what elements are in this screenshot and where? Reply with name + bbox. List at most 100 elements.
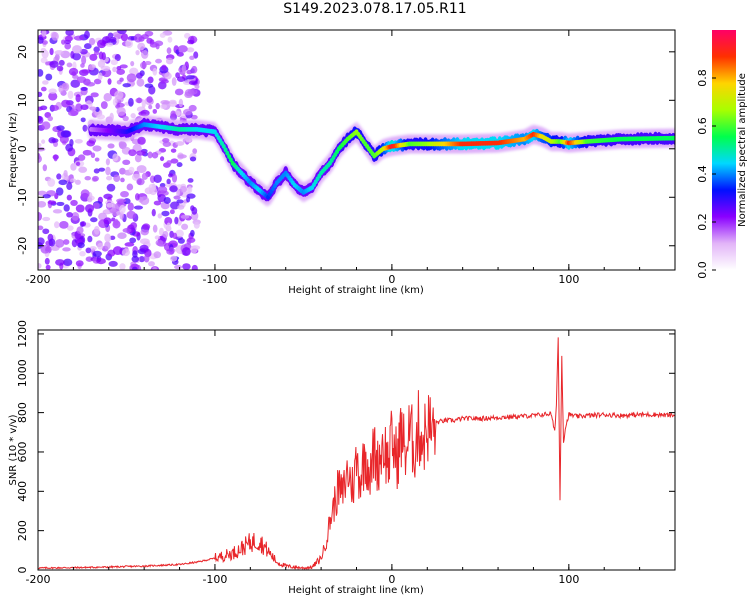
spectrogram-speckle [160,100,170,105]
spectrogram-speckle [109,235,116,240]
spectrogram-speckle [166,160,172,166]
spectrogram-speckle [172,232,178,240]
spectrogram-speckle [80,104,89,111]
spectrogram-speckle [50,104,59,111]
y-tick-label: 200 [16,520,29,541]
spectrogram-noise [38,30,201,270]
y-tick-label: 10 [16,93,29,107]
spectrogram-speckle [42,216,51,222]
spectrogram-speckle [169,209,175,215]
x-tick-label: -200 [26,573,51,586]
spectrogram-speckle [87,197,93,203]
spectrogram-speckle [92,250,102,257]
spectrogram-speckle [38,154,42,163]
spectrogram-speckle [108,260,118,267]
spectrogram-speckle [187,39,195,45]
spectrogram-speckle [164,72,172,80]
spectrogram-speckle [177,204,185,210]
spectrogram-speckle [38,237,45,246]
spectrogram-speckle [74,35,84,41]
spectrogram-speckle [67,90,74,100]
spectrogram-speckle [152,224,158,233]
spectrogram-speckle [89,106,97,111]
spectrogram-speckle [62,247,71,252]
spectrogram-speckle [164,216,173,226]
spectrogram-speckle [75,103,83,112]
spectrogram-speckle [76,76,87,83]
spectrogram-speckle [151,151,159,159]
spectrogram-speckle [42,228,50,235]
spectrogram-speckle [186,193,196,199]
spectrogram-speckle [114,54,121,62]
spectrogram-speckle [81,55,87,65]
spectrogram-speckle [176,199,184,204]
y-tick-label: 400 [16,481,29,502]
spectrogram-speckle [191,65,198,74]
spectrogram-speckle [152,67,158,76]
y-tick-label: 1000 [16,359,29,387]
spectrogram-speckle [135,50,140,56]
spectrogram-speckle [51,138,59,143]
spectrogram-speckle [118,141,124,147]
spectrogram-speckle [112,66,117,73]
spectrogram-speckle [61,39,66,45]
spectrogram-speckle [135,72,143,79]
spectrogram-speckle [103,93,112,102]
spectrogram-speckle [136,165,147,174]
spectrogram-speckle [52,209,63,214]
spectrogram-speckle [141,99,146,108]
spectrogram-speckle [190,245,198,254]
spectrogram-speckle [75,204,85,213]
spectrogram-speckle [160,103,167,109]
spectrogram-speckle [183,108,193,116]
y-tick-label: 1200 [16,320,29,348]
spectrogram-speckle [135,97,143,104]
spectrogram-speckle [89,53,98,61]
spectrogram-speckle [113,218,119,226]
spectrogram-speckle [194,84,200,90]
spectrogram-speckle [175,72,180,79]
spectrogram-speckle [187,178,194,183]
spectrogram-speckle [147,151,153,159]
spectrogram-speckle [168,101,178,107]
spectrogram-speckle [153,174,162,183]
spectrogram-speckle [58,85,64,93]
snr-panel: -200 -100 0 100 0 200 400 600 800 1000 1200 Heigh… [8,320,676,596]
spectrogram-speckle [64,42,72,50]
spectrogram-speckle [48,92,58,101]
spectrogram-speckle [190,205,195,212]
spectrogram-speckle [47,200,57,205]
spectrogram-speckle [139,196,150,205]
y-tick-label: 0 [16,567,29,574]
spectrogram-speckle [116,68,126,75]
spectrogram-speckle [155,239,164,246]
spectrogram-speckle [148,183,157,191]
spectrogram-y-axis: -20 -10 0 10 20 [16,45,675,255]
spectrogram-speckle [117,232,127,240]
spectrogram-speckle [40,47,47,53]
spectrogram-speckle [38,225,44,231]
spectrogram-speckle [119,263,126,270]
spectrogram-speckle [168,246,175,255]
spectrogram-speckle [75,161,81,166]
spectrogram-speckle [136,78,145,87]
spectrogram-speckle [96,258,106,265]
spectrogram-speckle [40,86,47,92]
spectrogram-speckle [124,242,135,247]
colorbar: 0.0 0.2 0.4 0.6 0.8 Normalized spectral ampl… [696,30,748,279]
spectrogram-speckle [60,130,71,138]
spectrogram-speckle [152,108,158,114]
spectrogram-speckle [134,154,142,163]
spectrogram-speckle [137,42,146,51]
spectrogram-speckle [68,110,79,117]
spectrogram-speckle [148,85,156,95]
spectrogram-speckle [85,247,92,254]
spectrogram-marks [38,30,675,270]
spectrogram-speckle [79,251,86,257]
spectrogram-speckle [166,47,172,55]
spectrogram-speckle [137,136,146,145]
spectrogram-speckle [77,242,85,249]
spectrogram-speckle [90,92,99,98]
spectrogram-speckle [159,32,166,38]
spectrogram-speckle [100,101,108,109]
